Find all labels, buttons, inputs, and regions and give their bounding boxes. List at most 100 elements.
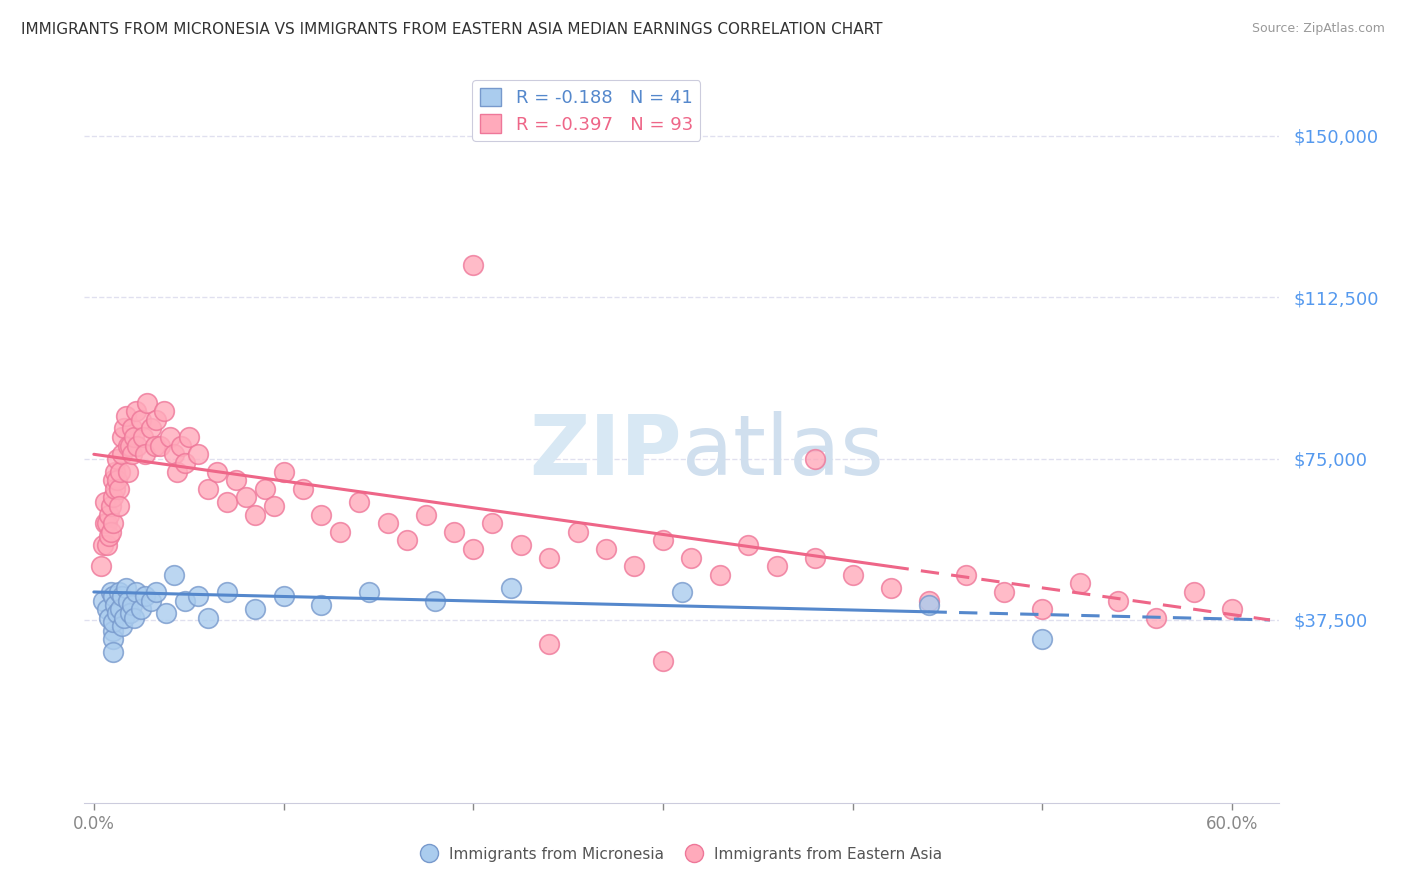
- Point: [879, 581, 901, 595]
- Point: [121, 447, 143, 461]
- Point: [129, 413, 152, 427]
- Point: [443, 524, 465, 539]
- Point: [159, 430, 181, 444]
- Point: [111, 589, 134, 603]
- Point: [96, 516, 118, 530]
- Point: [107, 585, 129, 599]
- Point: [1107, 593, 1129, 607]
- Point: [117, 465, 139, 479]
- Point: [174, 456, 197, 470]
- Point: [127, 439, 149, 453]
- Point: [425, 593, 447, 607]
- Point: [100, 499, 122, 513]
- Point: [111, 619, 134, 633]
- Point: [349, 494, 371, 508]
- Point: [98, 529, 121, 543]
- Point: [139, 421, 162, 435]
- Point: [273, 589, 295, 603]
- Point: [538, 550, 561, 565]
- Point: [129, 602, 152, 616]
- Point: [118, 607, 141, 621]
- Point: [311, 598, 333, 612]
- Point: [174, 593, 197, 607]
- Point: [96, 602, 118, 616]
- Point: [681, 550, 703, 565]
- Point: [329, 524, 352, 539]
- Point: [98, 611, 121, 625]
- Point: [205, 465, 228, 479]
- Point: [134, 447, 156, 461]
- Point: [917, 593, 939, 607]
- Point: [235, 491, 257, 505]
- Point: [145, 585, 167, 599]
- Point: [101, 516, 124, 530]
- Point: [1069, 576, 1091, 591]
- Point: [121, 598, 143, 612]
- Point: [115, 581, 138, 595]
- Point: [121, 421, 143, 435]
- Point: [803, 550, 825, 565]
- Point: [101, 491, 124, 505]
- Point: [134, 589, 156, 603]
- Point: [105, 451, 128, 466]
- Point: [104, 465, 127, 479]
- Point: [1182, 585, 1205, 599]
- Point: [162, 567, 184, 582]
- Point: [105, 607, 128, 621]
- Legend: Immigrants from Micronesia, Immigrants from Eastern Asia: Immigrants from Micronesia, Immigrants f…: [415, 841, 949, 868]
- Point: [509, 538, 531, 552]
- Point: [1220, 602, 1243, 616]
- Text: atlas: atlas: [682, 411, 883, 492]
- Point: [501, 581, 523, 595]
- Point: [243, 602, 266, 616]
- Point: [709, 567, 731, 582]
- Point: [94, 494, 117, 508]
- Point: [993, 585, 1015, 599]
- Text: Source: ZipAtlas.com: Source: ZipAtlas.com: [1251, 22, 1385, 36]
- Point: [177, 430, 200, 444]
- Point: [143, 439, 166, 453]
- Point: [139, 593, 162, 607]
- Point: [197, 611, 219, 625]
- Point: [1144, 611, 1167, 625]
- Point: [110, 465, 132, 479]
- Point: [538, 637, 561, 651]
- Point: [263, 499, 285, 513]
- Point: [122, 611, 145, 625]
- Point: [917, 598, 939, 612]
- Point: [1031, 632, 1053, 647]
- Point: [100, 524, 122, 539]
- Point: [803, 451, 825, 466]
- Point: [117, 439, 139, 453]
- Point: [107, 499, 129, 513]
- Point: [149, 439, 172, 453]
- Point: [463, 258, 485, 272]
- Point: [671, 585, 693, 599]
- Point: [91, 593, 114, 607]
- Point: [166, 465, 188, 479]
- Point: [170, 439, 193, 453]
- Point: [652, 654, 675, 668]
- Point: [145, 413, 167, 427]
- Point: [162, 447, 184, 461]
- Point: [90, 559, 112, 574]
- Point: [595, 541, 617, 556]
- Point: [253, 482, 276, 496]
- Point: [104, 482, 127, 496]
- Point: [115, 409, 138, 423]
- Point: [117, 593, 139, 607]
- Point: [91, 538, 114, 552]
- Point: [101, 632, 124, 647]
- Point: [187, 447, 209, 461]
- Text: IMMIGRANTS FROM MICRONESIA VS IMMIGRANTS FROM EASTERN ASIA MEDIAN EARNINGS CORRE: IMMIGRANTS FROM MICRONESIA VS IMMIGRANTS…: [21, 22, 883, 37]
- Point: [652, 533, 675, 548]
- Point: [98, 508, 121, 522]
- Point: [112, 421, 135, 435]
- Point: [124, 585, 146, 599]
- Point: [395, 533, 418, 548]
- Point: [1031, 602, 1053, 616]
- Point: [110, 602, 132, 616]
- Point: [101, 645, 124, 659]
- Point: [623, 559, 645, 574]
- Point: [197, 482, 219, 496]
